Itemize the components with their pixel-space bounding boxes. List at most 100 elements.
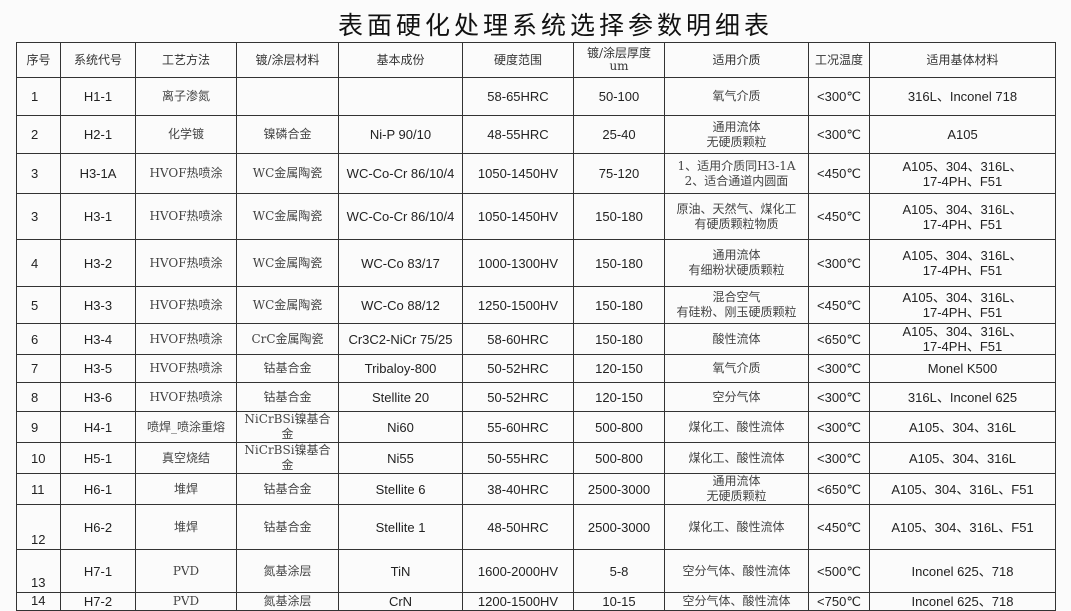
header-coating-material: 镀/涂层材料 <box>236 42 339 78</box>
cell-system-code: H3-4 <box>60 323 136 355</box>
cell-hardness: 55-60HRC <box>462 411 574 443</box>
cell-substrate: Inconel 625、718 <box>869 549 1056 593</box>
cell-process: 堆焊 <box>135 473 237 505</box>
cell-medium: 混合空气 有硅粉、刚玉硬质颗粒 <box>664 286 809 324</box>
cell-temperature: <300℃ <box>808 411 870 443</box>
table-row: 7 H3-5 HVOF热喷涂 钴基合金 Tribaloy-800 50-52HRC 120-… <box>16 354 1056 383</box>
table-row: 6 H3-4 HVOF热喷涂 CrC金属陶瓷 Cr3C2-NiCr 75/25 58-60… <box>16 323 1056 355</box>
table-row: 5 H3-3 HVOF热喷涂 WC金属陶瓷 WC-Co 88/12 1250-1500HV… <box>16 286 1056 324</box>
cell-system-code: H2-1 <box>60 115 136 154</box>
cell-composition: Cr3C2-NiCr 75/25 <box>338 323 463 355</box>
cell-index: 11 <box>16 473 61 505</box>
header-index: 序号 <box>16 42 61 78</box>
cell-substrate: A105、304、316L <box>869 411 1056 443</box>
parameter-table: 序号 系统代号 工艺方法 镀/涂层材料 基本成份 硬度范围 镀/涂层厚度 um 适用介质 工况温… <box>16 42 1056 611</box>
cell-composition: Stellite 20 <box>338 382 463 412</box>
table-row: 10 H5-1 真空烧结 NiCrBSi镍基合金 Ni55 50-55HRC 500-800… <box>16 442 1056 474</box>
cell-hardness: 58-65HRC <box>462 77 574 116</box>
cell-coating-material: CrC金属陶瓷 <box>236 323 339 355</box>
cell-substrate: Inconel 625、718 <box>869 592 1056 611</box>
cell-system-code: H5-1 <box>60 442 136 474</box>
cell-thickness: 5-8 <box>573 549 665 593</box>
cell-index: 14 <box>16 592 61 611</box>
cell-thickness: 2500-3000 <box>573 504 665 550</box>
cell-coating-material: 钴基合金 <box>236 473 339 505</box>
cell-process: HVOF热喷涂 <box>135 382 237 412</box>
cell-coating-material: NiCrBSi镍基合金 <box>236 442 339 474</box>
cell-temperature: <300℃ <box>808 442 870 474</box>
cell-coating-material: WC金属陶瓷 <box>236 239 339 287</box>
cell-hardness: 50-52HRC <box>462 354 574 383</box>
cell-medium: 氧气介质 <box>664 354 809 383</box>
cell-thickness: 10-15 <box>573 592 665 611</box>
cell-medium: 氧气介质 <box>664 77 809 116</box>
cell-coating-material: 氮基涂层 <box>236 549 339 593</box>
cell-thickness: 150-180 <box>573 286 665 324</box>
cell-index: 8 <box>16 382 61 412</box>
cell-substrate: Monel K500 <box>869 354 1056 383</box>
table-row: 11 H6-1 堆焊 钴基合金 Stellite 6 38-40HRC 2500-3000 通… <box>16 473 1056 505</box>
cell-process: PVD <box>135 549 237 593</box>
header-substrate: 适用基体材料 <box>869 42 1056 78</box>
cell-thickness: 2500-3000 <box>573 473 665 505</box>
table-row: 12 H6-2 堆焊 钴基合金 Stellite 1 48-50HRC 2500-3000 煤… <box>16 504 1056 550</box>
table-row: 13 H7-1 PVD 氮基涂层 TiN 1600-2000HV 5-8 空分气体、酸性流体 <… <box>16 549 1056 593</box>
cell-temperature: <450℃ <box>808 286 870 324</box>
cell-medium: 空分气体、酸性流体 <box>664 549 809 593</box>
cell-hardness: 50-52HRC <box>462 382 574 412</box>
cell-medium: 通用流体 无硬质颗粒 <box>664 115 809 154</box>
table-row: 3 H3-1A HVOF热喷涂 WC金属陶瓷 WC-Co-Cr 86/10/4 1050-… <box>16 153 1056 194</box>
cell-composition: WC-Co-Cr 86/10/4 <box>338 153 463 194</box>
cell-coating-material: 钴基合金 <box>236 504 339 550</box>
cell-index: 13 <box>16 549 61 593</box>
cell-temperature: <500℃ <box>808 549 870 593</box>
cell-composition: Tribaloy-800 <box>338 354 463 383</box>
cell-temperature: <300℃ <box>808 382 870 412</box>
cell-process: HVOF热喷涂 <box>135 286 237 324</box>
header-process: 工艺方法 <box>135 42 237 78</box>
table-row: 14 H7-2 PVD 氮基涂层 CrN 1200-1500HV 10-15 空分气体、酸性流… <box>16 592 1056 611</box>
table-row: 8 H3-6 HVOF热喷涂 钴基合金 Stellite 20 50-52HRC 120-1… <box>16 382 1056 412</box>
cell-coating-material: 氮基涂层 <box>236 592 339 611</box>
cell-substrate: 316L、Inconel 718 <box>869 77 1056 116</box>
cell-process: 真空烧结 <box>135 442 237 474</box>
cell-medium: 煤化工、酸性流体 <box>664 504 809 550</box>
cell-process: HVOF热喷涂 <box>135 193 237 240</box>
cell-thickness: 50-100 <box>573 77 665 116</box>
cell-medium: 空分气体、酸性流体 <box>664 592 809 611</box>
cell-system-code: H3-6 <box>60 382 136 412</box>
cell-composition: Stellite 1 <box>338 504 463 550</box>
cell-system-code: H3-1 <box>60 193 136 240</box>
cell-substrate: A105、304、316L、 17-4PH、F51 <box>869 193 1056 240</box>
cell-substrate: A105、304、316L、 17-4PH、F51 <box>869 239 1056 287</box>
header-medium: 适用介质 <box>664 42 809 78</box>
table-row: 4 H3-2 HVOF热喷涂 WC金属陶瓷 WC-Co 83/17 1000-1300HV… <box>16 239 1056 287</box>
cell-system-code: H3-1A <box>60 153 136 194</box>
cell-thickness: 150-180 <box>573 323 665 355</box>
cell-composition: Stellite 6 <box>338 473 463 505</box>
cell-process: 化学镀 <box>135 115 237 154</box>
cell-medium: 空分气体 <box>664 382 809 412</box>
cell-medium: 通用流体 无硬质颗粒 <box>664 473 809 505</box>
cell-hardness: 38-40HRC <box>462 473 574 505</box>
cell-substrate: A105、304、316L、F51 <box>869 504 1056 550</box>
cell-substrate: A105 <box>869 115 1056 154</box>
cell-system-code: H7-2 <box>60 592 136 611</box>
cell-system-code: H3-3 <box>60 286 136 324</box>
cell-process: HVOF热喷涂 <box>135 153 237 194</box>
cell-index: 2 <box>16 115 61 154</box>
cell-system-code: H6-1 <box>60 473 136 505</box>
cell-temperature: <650℃ <box>808 473 870 505</box>
cell-process: HVOF热喷涂 <box>135 239 237 287</box>
cell-index: 1 <box>16 77 61 116</box>
cell-temperature: <450℃ <box>808 504 870 550</box>
cell-system-code: H1-1 <box>60 77 136 116</box>
cell-index: 9 <box>16 411 61 443</box>
cell-thickness: 500-800 <box>573 411 665 443</box>
cell-process: HVOF热喷涂 <box>135 323 237 355</box>
cell-hardness: 1200-1500HV <box>462 592 574 611</box>
cell-temperature: <300℃ <box>808 77 870 116</box>
cell-hardness: 1050-1450HV <box>462 153 574 194</box>
cell-index: 5 <box>16 286 61 324</box>
cell-thickness: 150-180 <box>573 193 665 240</box>
